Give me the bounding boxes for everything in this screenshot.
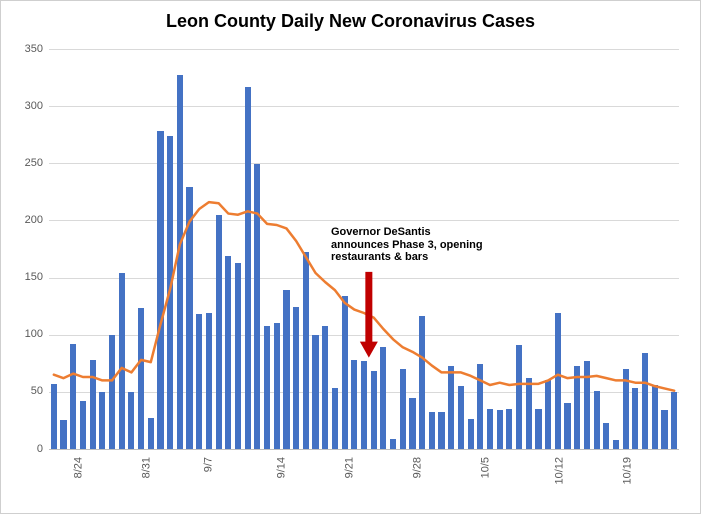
x-tick-label: 8/24 — [72, 457, 84, 478]
x-axis — [49, 449, 679, 450]
y-tick-label: 200 — [7, 214, 43, 226]
x-tick-label: 9/7 — [202, 457, 214, 472]
x-tick-label: 9/14 — [276, 457, 288, 478]
chart-frame: Leon County Daily New Coronavirus Cases … — [0, 0, 701, 514]
x-tick-label: 9/28 — [411, 457, 423, 478]
y-tick-label: 150 — [7, 271, 43, 283]
x-tick-label: 10/12 — [553, 457, 565, 485]
y-tick-label: 100 — [7, 328, 43, 340]
y-tick-label: 0 — [7, 443, 43, 455]
x-tick-label: 8/31 — [140, 457, 152, 478]
plot-area: 0501001502002503003508/248/319/79/149/21… — [49, 49, 679, 449]
x-tick-label: 10/5 — [479, 457, 491, 478]
y-tick-label: 350 — [7, 43, 43, 55]
y-tick-label: 250 — [7, 157, 43, 169]
annotation-arrow — [49, 49, 679, 449]
y-tick-label: 300 — [7, 100, 43, 112]
chart-title: Leon County Daily New Coronavirus Cases — [1, 11, 700, 32]
x-tick-label: 9/21 — [344, 457, 356, 478]
x-tick-label: 10/19 — [621, 457, 633, 485]
y-tick-label: 50 — [7, 385, 43, 397]
